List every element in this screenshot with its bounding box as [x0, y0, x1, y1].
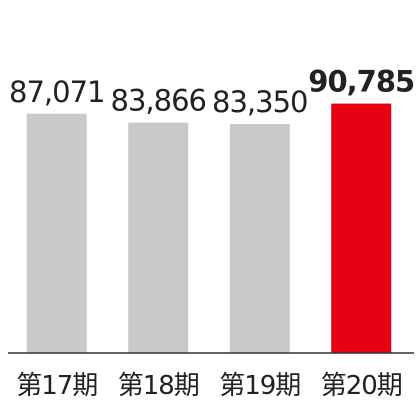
value-label: 83,350 [212, 85, 307, 119]
bar [26, 113, 87, 354]
x-tick-label: 第20期 [321, 371, 402, 401]
value-label: 83,866 [111, 84, 206, 118]
bar [128, 122, 189, 353]
x-tick-label: 第18期 [118, 371, 199, 401]
bar [331, 103, 392, 353]
x-tick-label: 第17期 [16, 371, 97, 401]
value-label: 87,071 [9, 75, 104, 109]
x-tick-label: 第19期 [219, 371, 300, 401]
value-label: 90,785 [308, 65, 414, 99]
bar [229, 124, 290, 354]
